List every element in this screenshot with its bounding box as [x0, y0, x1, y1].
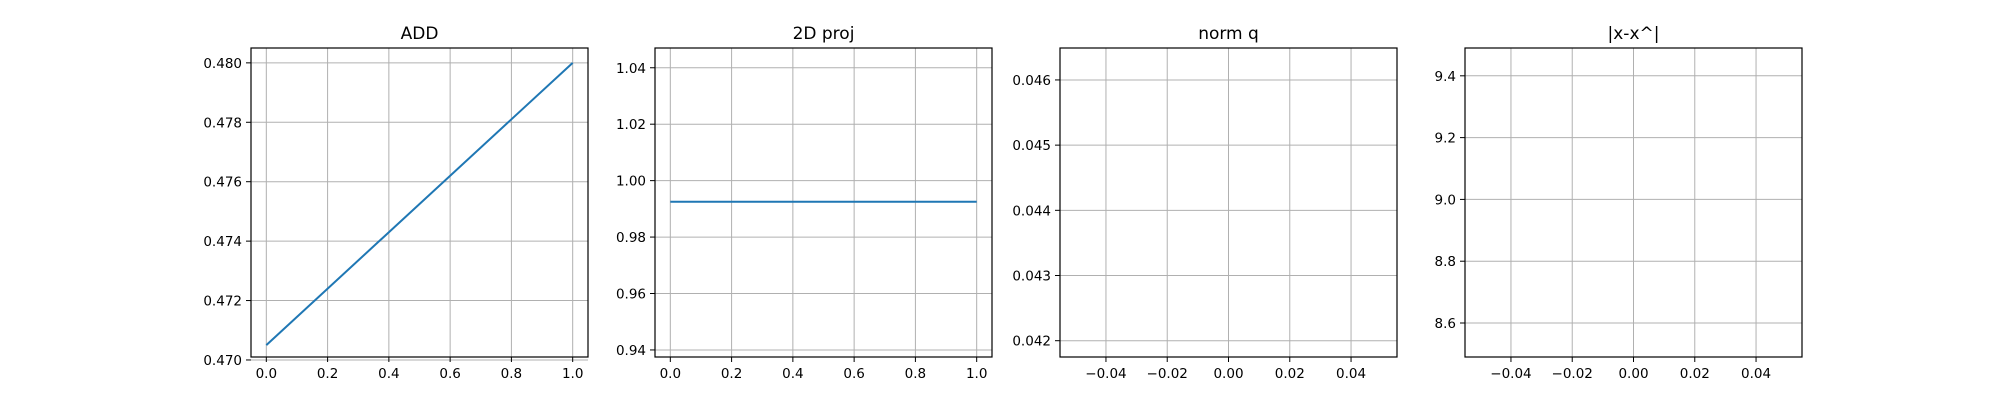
x-tick-label: 0.4 [378, 366, 399, 382]
y-tick-label: 9.4 [1435, 69, 1456, 85]
y-tick-label: 0.480 [203, 56, 242, 72]
chart-panel-2: 0.0 0.2 0.4 0.6 0.8 1.0 0.94 0.96 0.98 1.00 1.02 1.… [616, 24, 993, 382]
x-tick-label: −0.04 [1490, 366, 1531, 382]
chart-title: 2D proj [793, 24, 855, 44]
x-tick-label: 0.6 [439, 366, 460, 382]
y-tick-label: 0.478 [203, 115, 242, 131]
x-tick-label: −0.02 [1552, 366, 1593, 382]
y-tick-label: 9.0 [1435, 192, 1456, 208]
chart-title: norm q [1198, 24, 1259, 44]
x-tick-label: 0.0 [660, 366, 681, 382]
y-tick-label: 0.044 [1012, 203, 1051, 219]
x-tick-label: 1.0 [562, 366, 583, 382]
y-tick-label: 0.474 [203, 234, 242, 250]
x-tick-label: 0.02 [1275, 366, 1305, 382]
x-tick-label: 0.6 [843, 366, 864, 382]
x-tick-label: 0.8 [905, 366, 926, 382]
x-tick-label: 0.00 [1618, 366, 1648, 382]
x-tick-label: −0.04 [1085, 366, 1126, 382]
axes-frame [250, 47, 589, 358]
axes-frame [654, 47, 993, 358]
y-tick-label: 0.046 [1012, 73, 1051, 89]
y-tick-label: 9.2 [1435, 131, 1456, 147]
x-tick-label: −0.02 [1147, 366, 1188, 382]
y-tick-label: 1.04 [616, 61, 646, 77]
y-tick-label: 0.476 [203, 175, 242, 191]
x-tick-label: 0.0 [256, 366, 277, 382]
y-tick-label: 8.6 [1435, 316, 1456, 332]
chart-title: ADD [401, 24, 439, 44]
x-tick-label: 0.2 [317, 366, 338, 382]
x-tick-label: 0.04 [1741, 366, 1771, 382]
y-tick-label: 0.470 [203, 353, 242, 369]
chart-title: |x-x^| [1608, 24, 1660, 44]
x-tick-label: 0.02 [1680, 366, 1710, 382]
y-tick-label: 0.472 [203, 294, 242, 310]
chart-panel-3: −0.04 −0.02 0.00 0.02 0.04 0.042 0.043 0.044 0.0… [1012, 24, 1398, 382]
y-tick-label: 0.98 [616, 230, 646, 246]
y-tick-label: 0.96 [616, 287, 646, 303]
y-tick-label: 0.94 [616, 343, 646, 359]
y-tick-label: 0.043 [1012, 269, 1051, 285]
y-tick-label: 1.02 [616, 117, 646, 133]
y-tick-label: 0.045 [1012, 138, 1051, 154]
y-tick-label: 1.00 [616, 174, 646, 190]
chart-panel-4: −0.04 −0.02 0.00 0.02 0.04 8.6 8.8 9.0 9.2 9.4 |x-… [1435, 24, 1803, 382]
x-tick-label: 1.0 [966, 366, 987, 382]
x-tick-label: 0.4 [782, 366, 803, 382]
x-tick-label: 0.8 [501, 366, 522, 382]
x-tick-label: 0.2 [721, 366, 742, 382]
series-line [265, 62, 574, 346]
y-tick-label: 0.042 [1012, 334, 1051, 350]
y-tick-label: 8.8 [1435, 254, 1456, 270]
x-tick-label: 0.04 [1336, 366, 1366, 382]
x-tick-label: 0.00 [1213, 366, 1243, 382]
chart-panel-1: 0.0 0.2 0.4 0.6 0.8 1.0 0.470 0.472 0.474 0.476 0.… [203, 24, 589, 382]
